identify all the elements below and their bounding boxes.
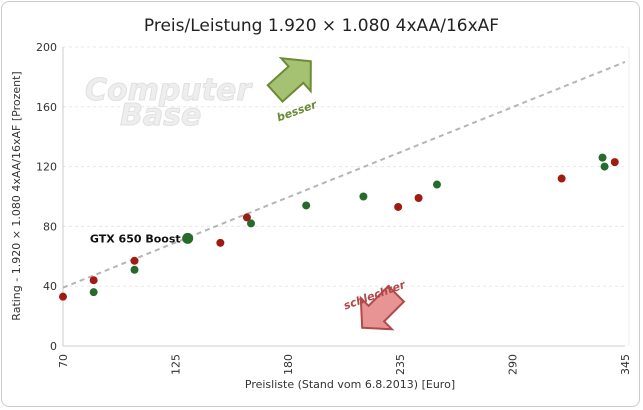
data-point [216, 238, 225, 247]
y-tick-label: 0 [50, 340, 57, 353]
better-arrow-icon [266, 57, 312, 103]
data-point [414, 193, 423, 202]
y-tick-label: 200 [36, 41, 57, 54]
x-tick-label: 345 [619, 354, 632, 375]
chart-title: Preis/Leistung 1.920 × 1.080 4xAA/16xAF [143, 16, 500, 36]
data-point [59, 292, 67, 301]
data-point [600, 162, 609, 171]
data-point [432, 180, 441, 189]
data-point [610, 158, 619, 167]
point-label: GTX 650 Boost [90, 232, 181, 245]
watermark: Computer [85, 73, 253, 108]
x-tick-label: 290 [507, 354, 520, 375]
y-tick-label: 120 [36, 161, 57, 174]
data-point [89, 276, 98, 285]
x-tick-label: 180 [282, 354, 295, 375]
data-point [130, 265, 139, 274]
data-point [302, 201, 311, 210]
watermark: Base [120, 98, 201, 133]
worse-arrow-icon [359, 284, 406, 331]
data-point [89, 288, 98, 297]
x-tick-label: 125 [169, 354, 182, 375]
y-tick-label: 160 [36, 101, 57, 114]
data-point [598, 153, 607, 162]
data-point [394, 202, 403, 211]
x-tick-label: 235 [394, 354, 407, 375]
y-axis-label: Rating - 1.920 × 1.080 4xAA/16xAF [Proze… [10, 71, 23, 320]
x-tick-label: 70 [57, 354, 70, 368]
data-point [130, 256, 139, 265]
data-point [247, 219, 256, 228]
trendline [62, 61, 626, 289]
x-axis-label: Preisliste (Stand vom 6.8.2013) [Euro] [245, 378, 455, 391]
y-tick-label: 80 [43, 220, 57, 233]
data-point [359, 192, 368, 201]
data-point [182, 232, 194, 244]
data-point [557, 174, 566, 183]
y-tick-label: 40 [43, 280, 57, 293]
data-point [242, 213, 251, 222]
